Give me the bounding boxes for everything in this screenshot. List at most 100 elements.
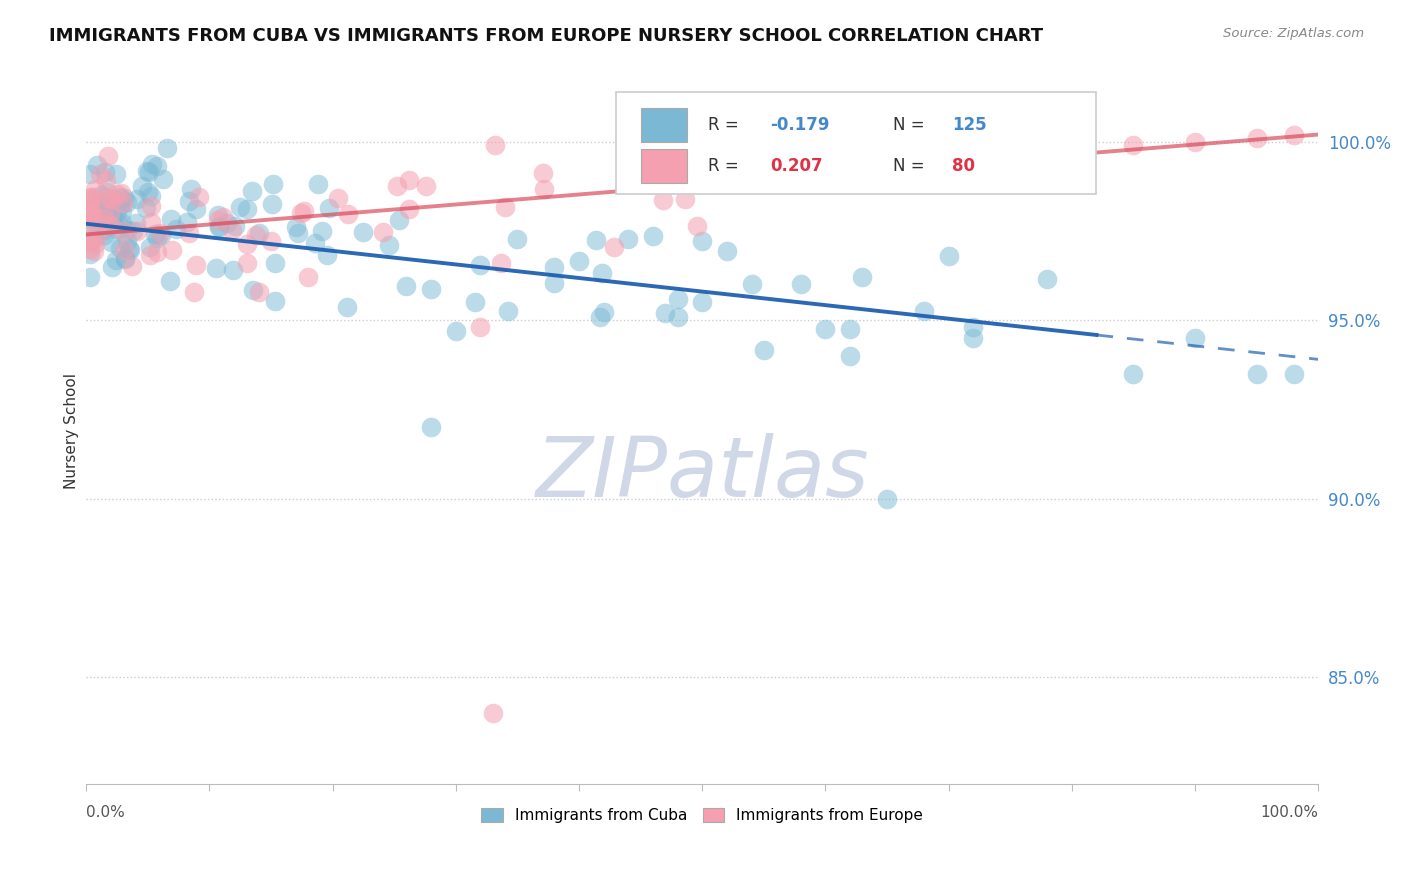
Point xyxy=(143,227,166,241)
Point xyxy=(125,224,148,238)
Point xyxy=(752,343,775,357)
Point xyxy=(159,274,181,288)
Point xyxy=(938,153,960,167)
Point xyxy=(89,167,111,181)
Point xyxy=(105,203,128,218)
Point xyxy=(79,235,101,249)
Point xyxy=(112,243,135,257)
Point xyxy=(264,256,287,270)
Point xyxy=(378,238,401,252)
Point xyxy=(221,263,243,277)
Point xyxy=(186,202,208,217)
Point xyxy=(79,209,101,223)
Point xyxy=(139,248,162,262)
Point xyxy=(1000,145,1022,160)
Point xyxy=(93,228,115,243)
Point xyxy=(176,215,198,229)
Point xyxy=(398,173,420,187)
Point xyxy=(318,202,340,216)
Point xyxy=(79,193,101,207)
Point xyxy=(1184,135,1206,149)
Point xyxy=(118,242,141,256)
FancyBboxPatch shape xyxy=(641,149,688,183)
Point xyxy=(591,266,613,280)
Point xyxy=(184,258,207,272)
Text: 0.0%: 0.0% xyxy=(86,805,125,821)
Point xyxy=(496,303,519,318)
Point xyxy=(224,219,246,234)
Point xyxy=(79,198,101,212)
Text: 125: 125 xyxy=(952,116,987,134)
Point xyxy=(385,179,408,194)
Point xyxy=(506,232,529,246)
Point xyxy=(79,270,101,285)
Point xyxy=(112,195,135,210)
Point xyxy=(1036,271,1059,285)
Point xyxy=(1122,138,1144,153)
Point xyxy=(205,260,228,275)
Point xyxy=(588,310,610,324)
Point xyxy=(108,241,131,255)
Text: N =: N = xyxy=(893,116,931,134)
Point xyxy=(264,294,287,309)
Point xyxy=(188,190,211,204)
Y-axis label: Nursery School: Nursery School xyxy=(65,373,79,489)
Point xyxy=(108,189,131,203)
Point xyxy=(141,157,163,171)
Point xyxy=(111,216,134,230)
Point xyxy=(673,192,696,206)
Point xyxy=(666,292,689,306)
Point xyxy=(179,226,201,240)
Point xyxy=(236,202,259,216)
Point xyxy=(104,167,127,181)
Point xyxy=(484,138,506,153)
Point xyxy=(83,237,105,252)
Point xyxy=(962,331,984,345)
Point xyxy=(93,211,115,226)
Point xyxy=(160,244,183,258)
Point xyxy=(245,228,267,243)
Point xyxy=(79,192,101,206)
Point xyxy=(152,171,174,186)
Point xyxy=(617,232,640,246)
Point xyxy=(336,206,359,220)
Text: Source: ZipAtlas.com: Source: ZipAtlas.com xyxy=(1223,27,1364,40)
Point xyxy=(110,192,132,206)
Point xyxy=(120,243,142,257)
Point xyxy=(84,219,107,233)
Point xyxy=(139,189,162,203)
Point xyxy=(105,222,128,236)
Point xyxy=(98,201,121,215)
Point xyxy=(83,244,105,258)
Point xyxy=(80,190,103,204)
Point xyxy=(938,249,960,263)
Point xyxy=(876,160,898,174)
Point xyxy=(235,236,257,251)
Point xyxy=(139,215,162,229)
Point xyxy=(115,194,138,209)
Point xyxy=(138,165,160,179)
Point xyxy=(100,206,122,220)
Point xyxy=(136,164,159,178)
Point xyxy=(543,276,565,290)
Point xyxy=(100,193,122,207)
Point xyxy=(131,179,153,194)
Point xyxy=(114,251,136,265)
Point xyxy=(90,188,112,202)
Point xyxy=(82,207,104,221)
Point xyxy=(247,285,270,299)
Point xyxy=(107,186,129,201)
Point xyxy=(489,256,512,270)
Text: ZIPatlas: ZIPatlas xyxy=(536,433,869,514)
Point xyxy=(352,225,374,239)
Point xyxy=(136,185,159,199)
Point xyxy=(716,244,738,259)
Point xyxy=(236,256,259,270)
Point xyxy=(1282,367,1305,381)
Point xyxy=(97,218,120,232)
Point xyxy=(326,191,349,205)
Text: 80: 80 xyxy=(952,157,976,175)
Point xyxy=(110,186,132,200)
Point xyxy=(814,322,837,336)
Point xyxy=(685,219,707,234)
